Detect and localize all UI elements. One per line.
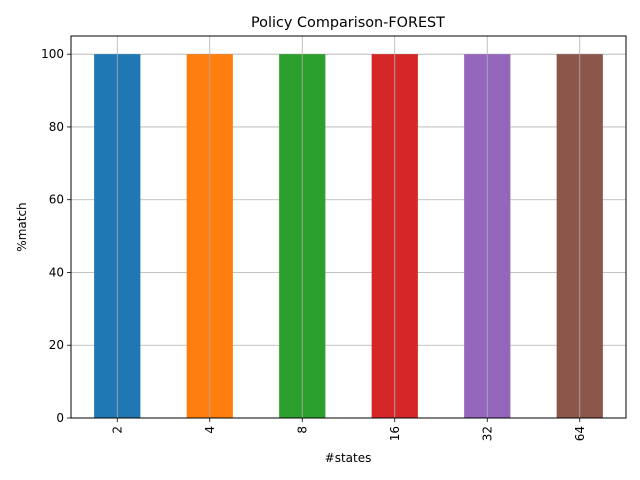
- x-tick-label: 2: [110, 426, 124, 434]
- y-tick-label: 40: [49, 265, 64, 279]
- plot-frame: [70, 35, 627, 419]
- y-tick-label: 20: [49, 338, 64, 352]
- y-tick-label: 100: [41, 47, 64, 61]
- x-tick-label: 64: [573, 426, 587, 441]
- y-tick-label: 60: [49, 193, 64, 207]
- x-axis: 2 4 8 16 32 64: [110, 418, 587, 441]
- plot-background: [71, 36, 626, 418]
- x-axis-label: #states: [325, 451, 372, 465]
- x-tick-label: 4: [203, 426, 217, 434]
- plot-area: [70, 35, 627, 419]
- y-tick-label: 0: [56, 411, 64, 425]
- x-gridlines: [116, 36, 581, 418]
- x-tick-label: 32: [480, 426, 494, 441]
- chart-title: Policy Comparison-FOREST: [251, 15, 445, 31]
- x-tick-label: 8: [295, 426, 309, 434]
- x-tick-label: 16: [388, 426, 402, 441]
- y-axis: 0 20 40 60 80 100: [41, 47, 71, 425]
- y-axis-label: %match: [15, 202, 29, 251]
- y-tick-label: 80: [49, 120, 64, 134]
